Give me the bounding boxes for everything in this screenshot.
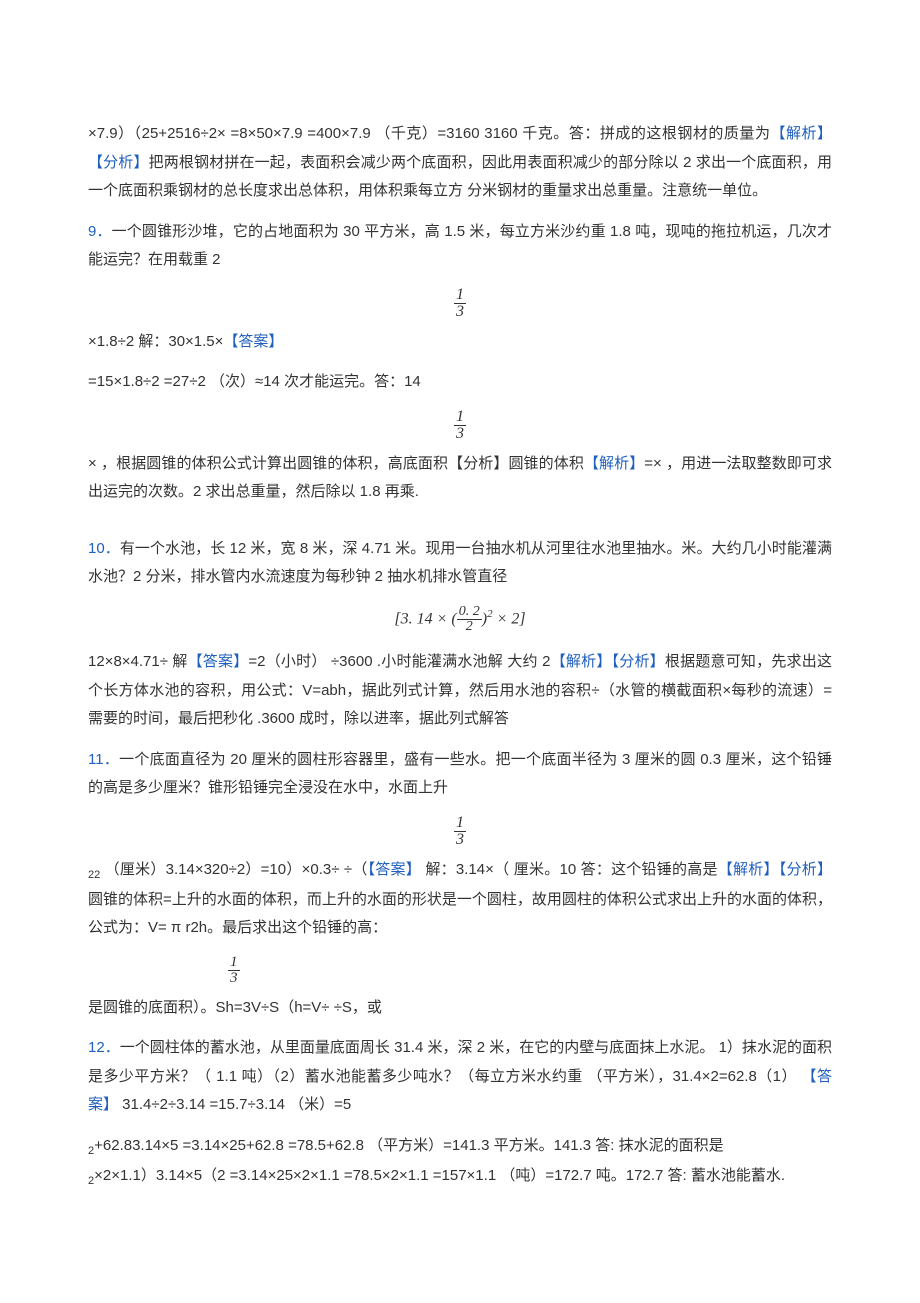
q9-line2: ×1.8÷2 解：30×1.5×【答案】 [88, 328, 832, 357]
q9-line3: =15×1.8÷2 =27÷2 （次）≈14 次才能运完。答：14 [88, 368, 832, 397]
q8-tail: ×7.9）（25+2516÷2× =8×50×7.9 =400×7.9 （千克）… [88, 120, 832, 206]
numerator: 1 [454, 287, 466, 304]
numerator: 1 [228, 955, 240, 971]
analysis-label: 【解析】【分析】 [718, 861, 832, 878]
q9-line4: × ，根据圆锥的体积公式计算出圆锥的体积，高底面积【分析】圆锥的体积【解析】=×… [88, 450, 832, 507]
q11-stem: 11．一个底面直径为 20 厘米的圆柱形容器里，盛有一些水。把一个底面半径为 3… [88, 746, 832, 803]
q11-line2: 22 （厘米）3.14×320÷2）=10）×0.3÷ ÷（【答案】 解：3.1… [88, 856, 832, 943]
formula-suffix: × 2] [493, 610, 526, 627]
text: 有一个水池，长 12 米，宽 8 米，深 4.71 米。现用一台抽水机从河里往水… [88, 540, 832, 586]
text: ×2×1.1）3.14×5（2 =3.14×25×2×1.1 =78.5×2×1… [94, 1167, 785, 1184]
analysis-label: 【解析】 [584, 455, 644, 472]
formula-prefix: [3. 14 × [394, 610, 451, 627]
text: 一个底面直径为 20 厘米的圆柱形容器里，盛有一些水。把一个底面半径为 3 厘米… [88, 751, 832, 797]
question-number: 9． [88, 223, 112, 240]
q9-stem: 9．一个圆锥形沙堆，它的占地面积为 30 平方米，高 1.5 米，每立方米沙约重… [88, 218, 832, 275]
fraction: 13 [88, 409, 832, 442]
text: =2（小时） ÷3600 .小时能灌满水池解 大约 2 [248, 653, 550, 670]
analysis-label: 【解析】【分析】 [550, 653, 664, 670]
q12-stem: 12．一个圆柱体的蓄水池，从里面量底面周长 31.4 米，深 2 米，在它的内壁… [88, 1034, 832, 1120]
q10-line2: 12×8×4.71÷ 解【答案】=2（小时） ÷3600 .小时能灌满水池解 大… [88, 648, 832, 734]
text: +62.83.14×5 =3.14×25+62.8 =78.5+62.8 （平方… [94, 1137, 724, 1154]
fraction: 13 [88, 287, 832, 320]
fraction: 13 [88, 815, 832, 848]
q10-stem: 10．有一个水池，长 12 米，宽 8 米，深 4.71 米。现用一台抽水机从河… [88, 535, 832, 592]
answer-label: 【答案】 [368, 861, 421, 878]
q11-line3: 是圆锥的底面积）。Sh=3V÷S（h=V÷ ÷S，或 [88, 994, 832, 1023]
q12-line3: 2+62.83.14×5 =3.14×25+62.8 =78.5+62.8 （平… [88, 1132, 832, 1162]
denominator: 3 [228, 971, 240, 986]
text: ×1.8÷2 解：30×1.5× [88, 333, 223, 350]
text: 把两根钢材拼在一起，表面积会减少两个底面积，因此用表面积减少的部分除以 2 求出… [88, 154, 832, 200]
text: （厘米）3.14×320÷2）=10）×0.3÷ ÷（ [100, 861, 367, 878]
question-number: 10． [88, 540, 120, 557]
subscript: 22 [88, 869, 100, 881]
text: 一个圆锥形沙堆，它的占地面积为 30 平方米，高 1.5 米，每立方米沙约重 1… [88, 223, 832, 269]
numerator: 1 [454, 815, 466, 832]
text: 一个圆柱体的蓄水池，从里面量底面周长 31.4 米，深 2 米，在它的内壁与底面… [88, 1039, 832, 1085]
numerator: 1 [454, 409, 466, 426]
text: 31.4÷2÷3.14 =15.7÷3.14 （米）=5 [118, 1096, 351, 1113]
text: 解：3.14×（ 厘米。10 答：这个铅锤的高是 [421, 861, 718, 878]
text: × ，根据圆锥的体积公式计算出圆锥的体积，高底面积【分析】圆锥的体积 [88, 455, 584, 472]
numerator: 0. 2 [457, 605, 482, 620]
text: 圆锥的体积=上升的水面的体积，而上升的水面的形状是一个圆柱，故用圆柱的体积公式求… [88, 891, 832, 937]
answer-label: 【答案】 [223, 333, 283, 350]
document-page: ×7.9）（25+2516÷2× =8×50×7.9 =400×7.9 （千克）… [0, 0, 920, 1303]
q10-formula: [3. 14 × (0. 22)2 × 2] [88, 604, 832, 635]
fraction: 13 [228, 955, 832, 986]
denominator: 3 [454, 426, 466, 442]
q12-line4: 2×2×1.1）3.14×5（2 =3.14×25×2×1.1 =78.5×2×… [88, 1162, 832, 1192]
denominator: 3 [454, 304, 466, 320]
question-number: 11． [88, 751, 119, 768]
answer-label: 【答案】 [188, 653, 249, 670]
denominator: 2 [457, 620, 482, 634]
denominator: 3 [454, 832, 466, 848]
text: ×7.9）（25+2516÷2× =8×50×7.9 =400×7.9 （千克）… [88, 125, 770, 142]
question-number: 12． [88, 1039, 120, 1056]
text: 12×8×4.71÷ 解 [88, 653, 188, 670]
